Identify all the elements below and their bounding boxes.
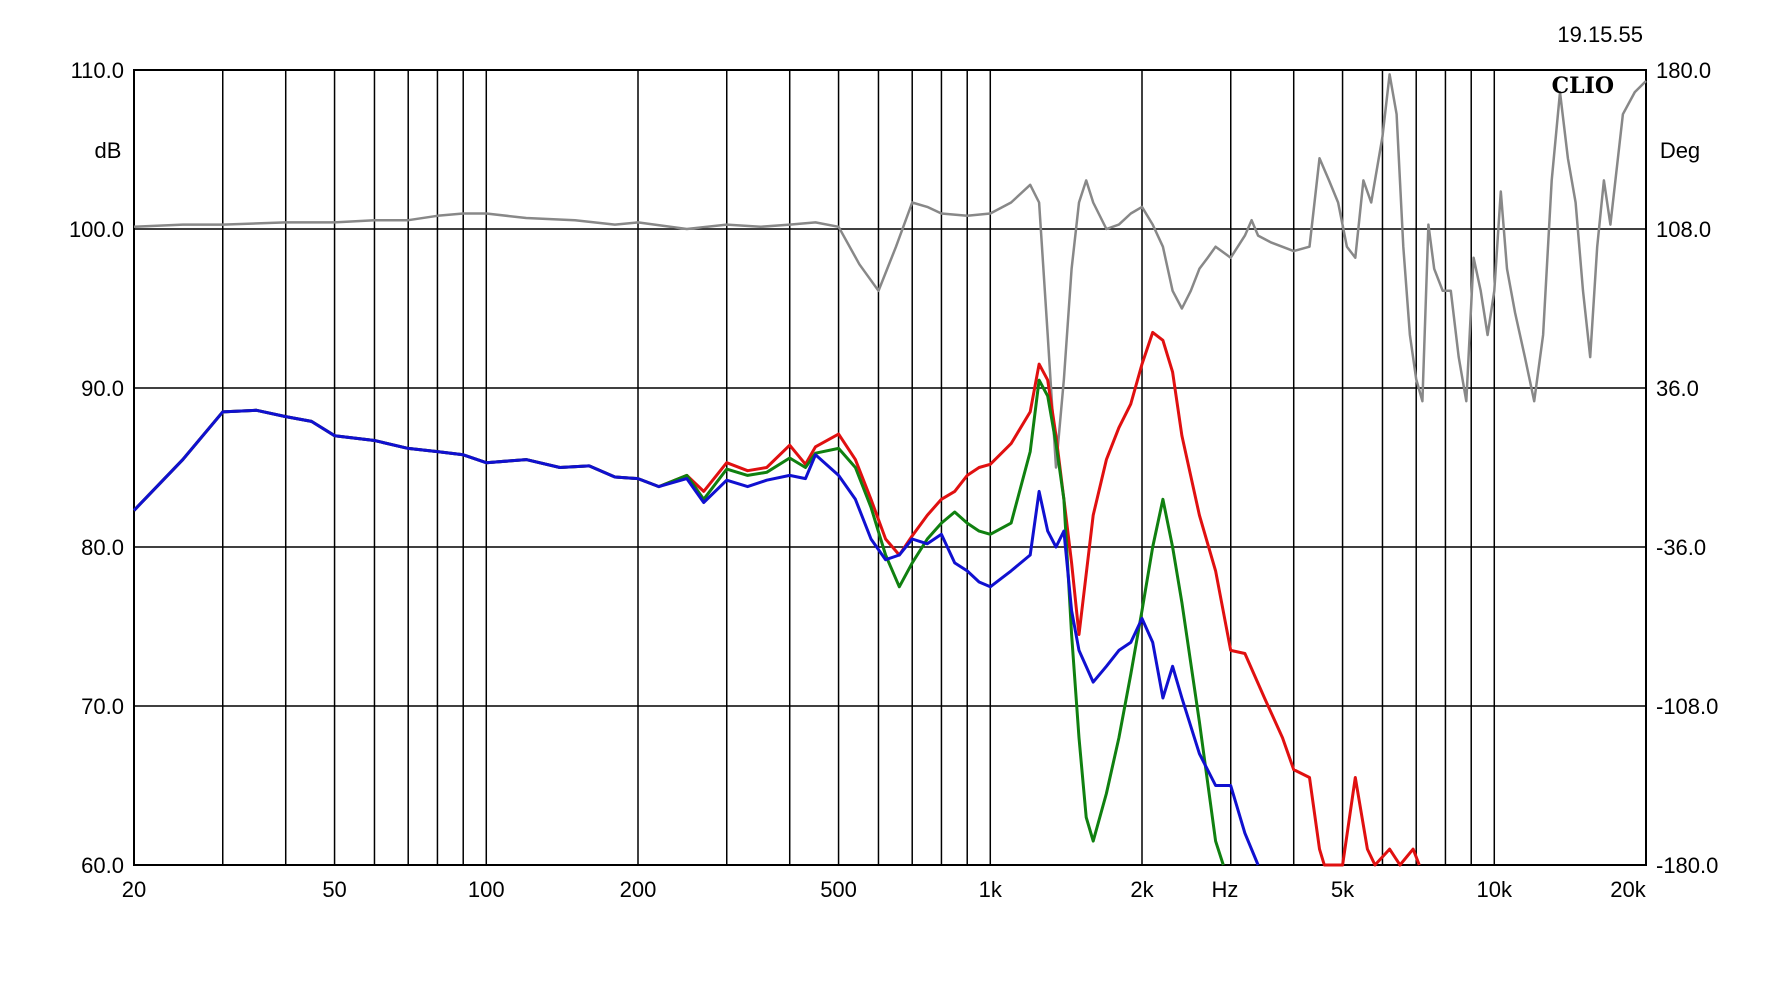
x-tick-label: 20	[122, 877, 146, 902]
right-axis-ticks: -180.0 -108.0 -36.0 36.0 108.0 180.0	[1656, 58, 1718, 878]
y-tick-label: 110.0	[71, 58, 124, 83]
x-tick-label: 100	[468, 877, 505, 902]
y2-tick-label: -180.0	[1656, 853, 1718, 878]
x-tick-label: 5k	[1331, 877, 1355, 902]
y2-tick-label: -108.0	[1656, 694, 1718, 719]
y-tick-label: 70.0	[81, 694, 124, 719]
phase-curve	[133, 73, 1647, 469]
y-axis-label: dB	[95, 138, 122, 163]
y-tick-label: 100.0	[69, 217, 124, 242]
x-axis-label: Hz	[1212, 877, 1239, 902]
x-tick-label: 50	[322, 877, 346, 902]
y-tick-label: 60.0	[81, 853, 124, 878]
x-tick-label: 1k	[979, 877, 1003, 902]
plot-background	[133, 69, 1647, 866]
timestamp: 19.15.55	[1557, 22, 1643, 47]
series-group	[132, 73, 1647, 867]
y-tick-label: 80.0	[81, 535, 124, 560]
x-tick-label: 20k	[1610, 877, 1646, 902]
grid-lines	[134, 70, 1646, 865]
y2-tick-label: 180.0	[1656, 58, 1711, 83]
blue-response-curve	[132, 408, 1260, 866]
left-axis-ticks: 60.0 70.0 80.0 90.0 100.0 110.0	[69, 58, 124, 878]
x-tick-label: 200	[620, 877, 657, 902]
x-tick-label: 10k	[1477, 877, 1513, 902]
y2-tick-label: 36.0	[1656, 376, 1699, 401]
x-tick-label: 2k	[1130, 877, 1154, 902]
clio-logo: CLIO	[1552, 73, 1614, 99]
y2-tick-label: -36.0	[1656, 535, 1706, 560]
x-tick-label: 500	[820, 877, 857, 902]
y2-axis-label: Deg	[1660, 138, 1700, 163]
x-axis-ticks: 20 50 100 200 500 1k 2k 5k 10k 20k	[122, 877, 1647, 902]
y2-tick-label: 108.0	[1656, 217, 1711, 242]
y-tick-label: 90.0	[81, 376, 124, 401]
